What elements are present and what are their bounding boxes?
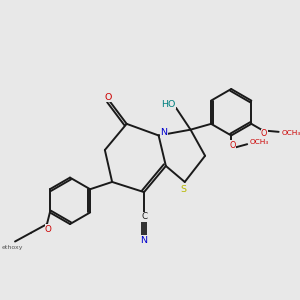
Text: O: O — [230, 141, 236, 150]
Text: O: O — [45, 225, 52, 234]
Text: HO: HO — [161, 100, 175, 109]
Text: OCH₃: OCH₃ — [250, 139, 269, 145]
Text: N: N — [141, 236, 148, 244]
Text: N: N — [160, 128, 167, 137]
Text: OCH₃: OCH₃ — [281, 130, 300, 136]
Text: O: O — [104, 93, 112, 102]
Text: S: S — [180, 185, 186, 194]
Text: ethoxy: ethoxy — [2, 245, 23, 250]
Text: C: C — [141, 212, 147, 221]
Text: O: O — [261, 129, 267, 138]
